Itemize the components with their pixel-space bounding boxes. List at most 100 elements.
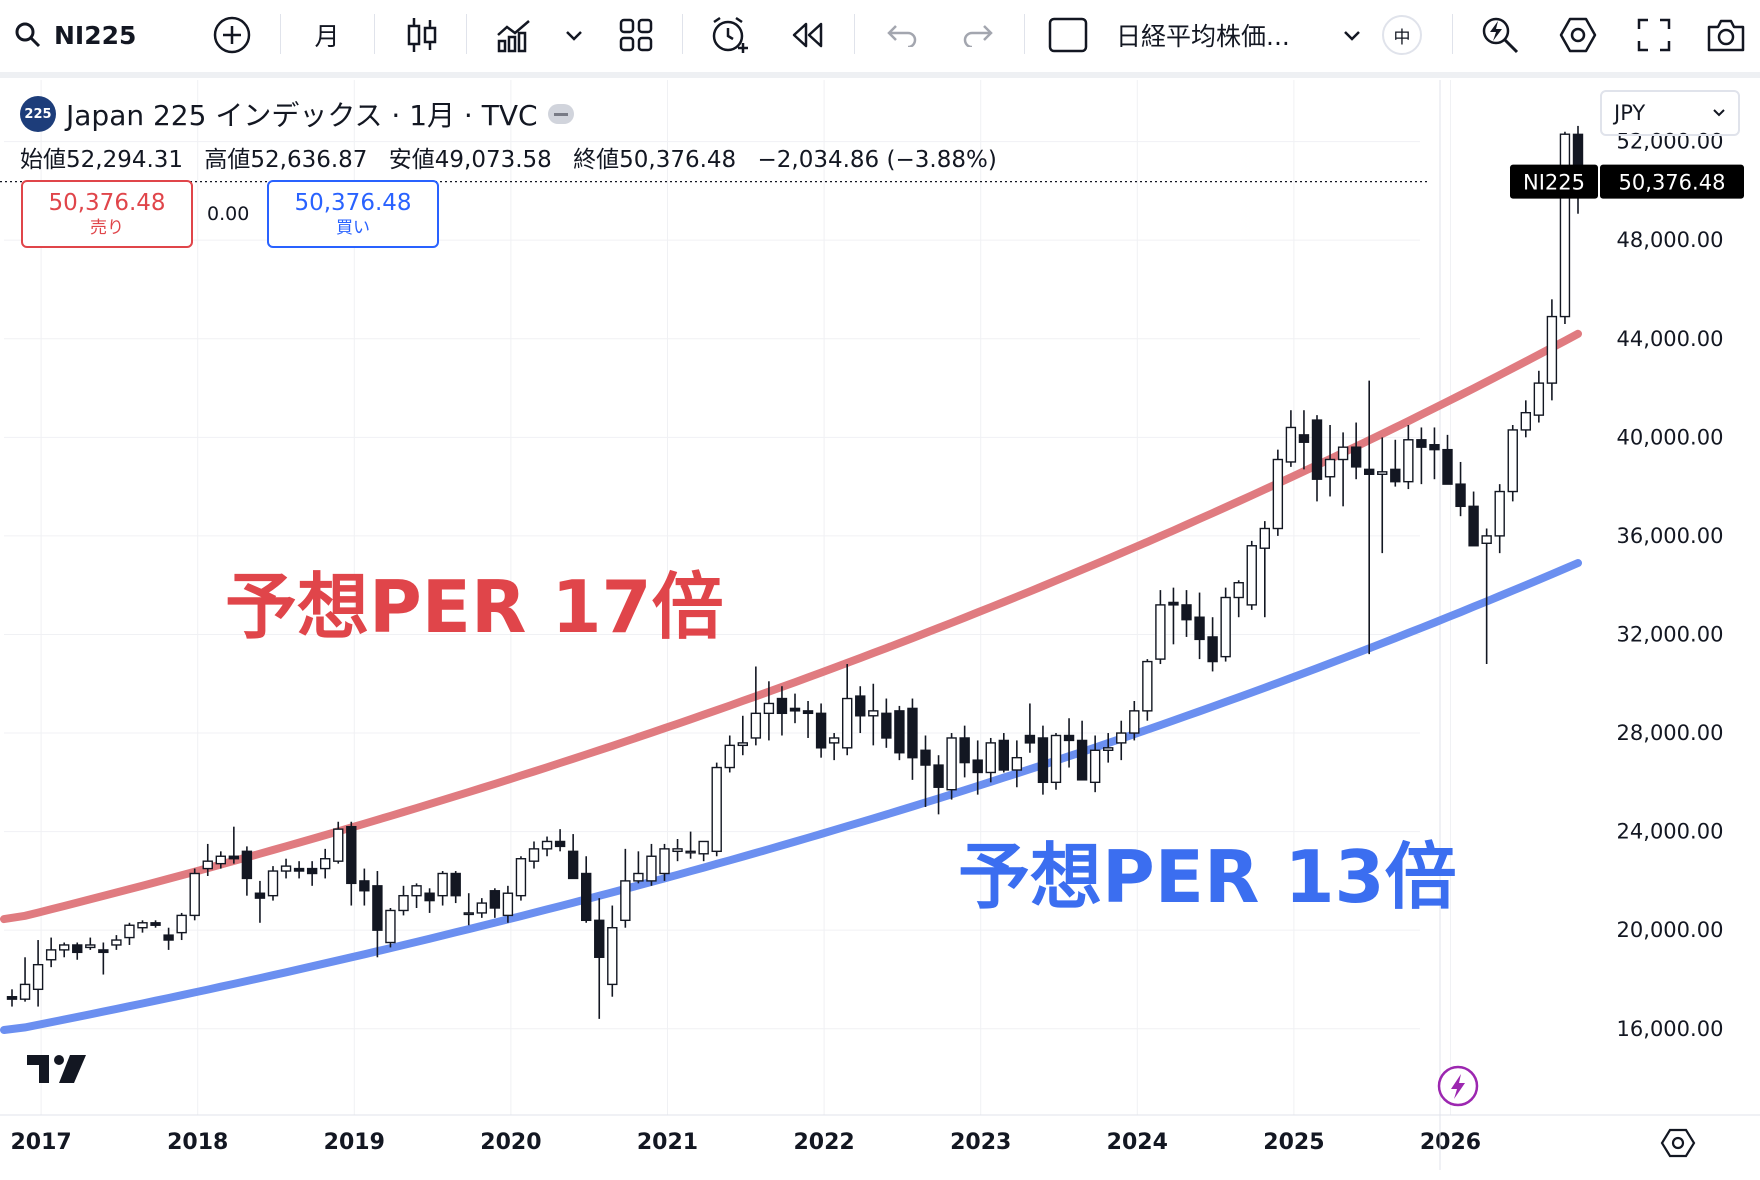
scale-settings-icon[interactable] — [1660, 1128, 1696, 1158]
candle-body — [424, 892, 435, 902]
candle-body — [1546, 315, 1558, 384]
candle-body — [972, 759, 983, 774]
candle-body — [1168, 601, 1179, 606]
replay-button[interactable] — [786, 14, 830, 56]
snapshot-button[interactable] — [1704, 14, 1748, 56]
symbol-price-tag-label: NI225 — [1523, 171, 1585, 195]
high-value: 52,636.87 — [250, 147, 368, 173]
candle-body — [815, 712, 827, 749]
last-price-label: 50,376.48 — [1619, 171, 1726, 195]
undo-button[interactable] — [880, 14, 924, 56]
candle-body — [6, 996, 18, 1000]
candle-body — [1220, 596, 1231, 658]
candle-body — [581, 872, 592, 922]
candle-body — [1024, 734, 1036, 744]
candle-body — [1390, 468, 1401, 483]
sell-label: 売り — [90, 218, 124, 238]
low-value: 49,073.58 — [434, 147, 552, 173]
scale-settings-icon-center — [1671, 1136, 1685, 1150]
chart-template-label: 日経平均株価... — [1116, 22, 1290, 51]
candle-body — [920, 749, 931, 766]
y-tick-label: 52,000.00 — [1617, 130, 1724, 154]
logo-shape — [27, 1055, 49, 1083]
x-tick-label: 2025 — [1263, 1130, 1324, 1155]
candle-body — [306, 867, 318, 875]
per-annotation: 予想PER 17倍 — [225, 565, 724, 649]
quick-search-button[interactable] — [1478, 14, 1522, 56]
candle-body — [998, 739, 1009, 771]
layout-button[interactable] — [614, 14, 658, 56]
candle-body — [1494, 490, 1505, 537]
buy-label: 買い — [336, 218, 370, 238]
candle-body — [828, 737, 840, 744]
candle-body — [907, 707, 918, 759]
price-chart[interactable]: 16,000.00 20,000.00 24,000.00 28,000.00 32,0… — [0, 78, 1760, 1174]
candle-body — [1063, 734, 1075, 742]
legend-toggle-button[interactable] — [547, 104, 574, 124]
plus-circle-icon — [213, 16, 251, 54]
candle-body — [1233, 582, 1244, 599]
chart-template-select[interactable]: 日経平均株価... — [1116, 14, 1316, 56]
candle-body — [1285, 426, 1297, 463]
x-tick-label: 2018 — [167, 1130, 228, 1155]
x-tick-label: 2024 — [1107, 1130, 1168, 1155]
square-icon — [1048, 17, 1088, 53]
fullscreen-button[interactable] — [1632, 14, 1676, 56]
candle-body — [19, 983, 31, 1000]
indicators-button[interactable] — [492, 14, 536, 56]
candle-body — [881, 712, 892, 739]
search-icon — [15, 22, 41, 48]
candle-body — [776, 697, 788, 715]
candle-body — [1337, 446, 1349, 461]
candle-body — [1507, 429, 1518, 493]
chart-type-button[interactable] — [400, 14, 444, 56]
candle-body — [333, 828, 344, 862]
layout-select-button[interactable] — [1046, 14, 1090, 56]
per-annotation: 予想PER 13倍 — [958, 835, 1457, 919]
template-dropdown[interactable] — [1338, 14, 1366, 56]
candle-body — [802, 710, 814, 715]
y-tick-label: 28,000.00 — [1617, 721, 1724, 745]
candlestick-icon — [407, 18, 437, 52]
compare-symbol-button[interactable] — [210, 14, 254, 56]
candle-body — [320, 858, 331, 870]
indicators-dropdown[interactable] — [560, 14, 588, 56]
buy-button[interactable]: 50,376.48 買い — [267, 180, 439, 248]
candle-body — [1246, 545, 1257, 606]
candle-body — [528, 848, 540, 862]
interval-button[interactable]: 月 — [305, 14, 349, 56]
candle-body — [189, 872, 200, 917]
candle-body — [620, 880, 631, 922]
candle-body — [1533, 382, 1545, 416]
settings-button[interactable] — [1556, 14, 1600, 56]
sell-price: 50,376.48 — [48, 190, 166, 216]
candle-body — [202, 860, 213, 870]
candle-body — [1311, 419, 1323, 480]
close-label: 終値 — [573, 147, 620, 173]
y-tick-label: 44,000.00 — [1617, 327, 1724, 351]
gear-icon — [1559, 17, 1597, 53]
candle-body — [111, 939, 122, 946]
symbol-name: NI225 — [54, 20, 137, 50]
x-tick-label: 2026 — [1420, 1130, 1481, 1155]
symbol-badge: 225 — [20, 96, 56, 132]
toolbar-separator — [466, 14, 467, 54]
candle-body — [372, 885, 383, 931]
sell-button[interactable]: 50,376.48 売り — [21, 180, 193, 248]
x-tick-label: 2021 — [637, 1130, 698, 1155]
candle-body — [646, 855, 657, 882]
alert-button[interactable] — [708, 14, 752, 56]
candle-body — [398, 894, 409, 912]
candle-body — [554, 840, 566, 848]
currency-select[interactable]: JPY — [1600, 90, 1740, 136]
candle-body — [280, 865, 292, 872]
ohlc-legend: 始値52,294.31 高値52,636.87 安値49,073.58 終値50… — [20, 140, 1011, 174]
redo-button[interactable] — [956, 14, 1000, 56]
spread-value: 0.00 — [207, 203, 250, 225]
candle-body — [659, 848, 670, 875]
candle-body — [737, 742, 748, 747]
open-label: 始値 — [20, 147, 66, 173]
language-button[interactable]: 中 — [1380, 14, 1424, 56]
candle-body — [959, 737, 970, 764]
symbol-search-button[interactable]: NI225 — [14, 14, 154, 56]
